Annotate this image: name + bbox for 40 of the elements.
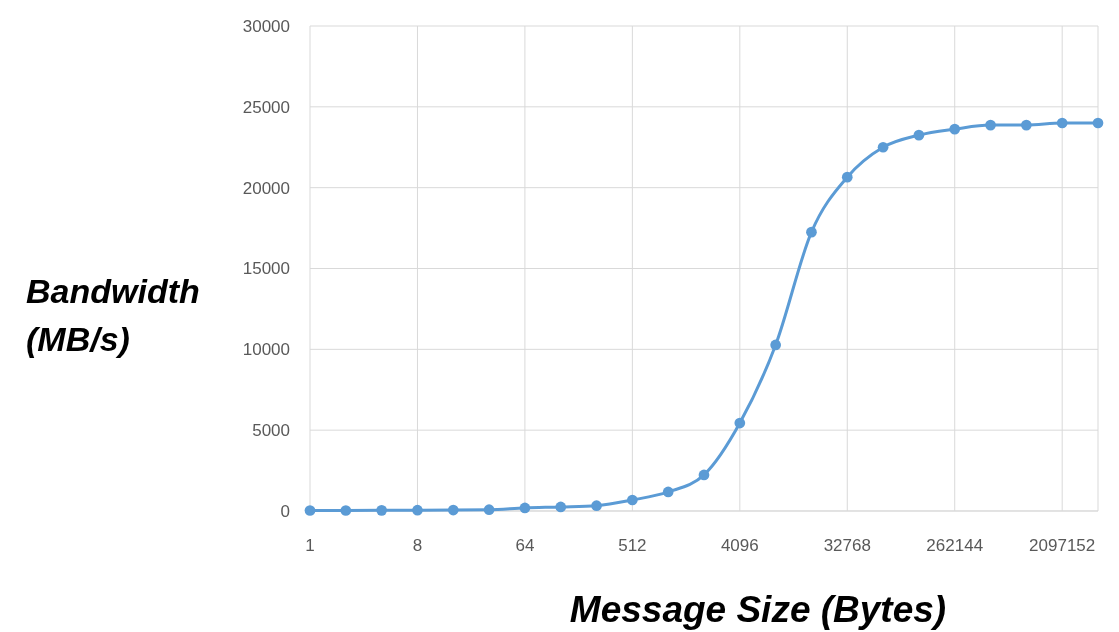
point [376,505,387,516]
point [913,129,925,141]
point [949,123,961,135]
point [806,226,817,238]
point [304,505,316,516]
x-tick-label: 8 [412,536,423,555]
x-axis-title: Message Size (Bytes) [569,589,947,630]
point [841,171,853,183]
y-tick-label: 0 [280,501,290,521]
x-tick-label: 512 [618,536,647,555]
point [662,486,674,498]
point [1056,117,1068,129]
point [985,119,996,131]
point [627,494,638,506]
x-tick-label: 2097152 [1029,536,1096,555]
point [483,504,495,516]
point [734,417,746,429]
y-tick-label: 20000 [242,178,290,198]
point [591,500,602,512]
point [698,469,710,481]
y-tick-label: 10000 [242,340,290,360]
y-tick-label: 5000 [252,421,290,441]
x-tick-label: 32768 [823,536,871,555]
x-tick-label: 64 [515,536,535,555]
point [519,502,531,514]
y-axis-title: Bandwidth (MB/s) [26,272,200,358]
y-tick-label: 15000 [242,259,290,279]
point [412,504,423,516]
point [1021,119,1032,131]
x-tick-label: 1 [305,536,315,555]
point [877,141,889,153]
point [340,505,352,516]
x-tick-label: 262144 [926,536,984,555]
point [770,339,781,351]
point [1092,117,1104,129]
point [555,501,567,513]
y-tick-label: 25000 [242,97,290,117]
point [447,504,459,516]
y-tick-label: 30000 [242,16,290,36]
x-tick-label: 4096 [720,536,759,555]
